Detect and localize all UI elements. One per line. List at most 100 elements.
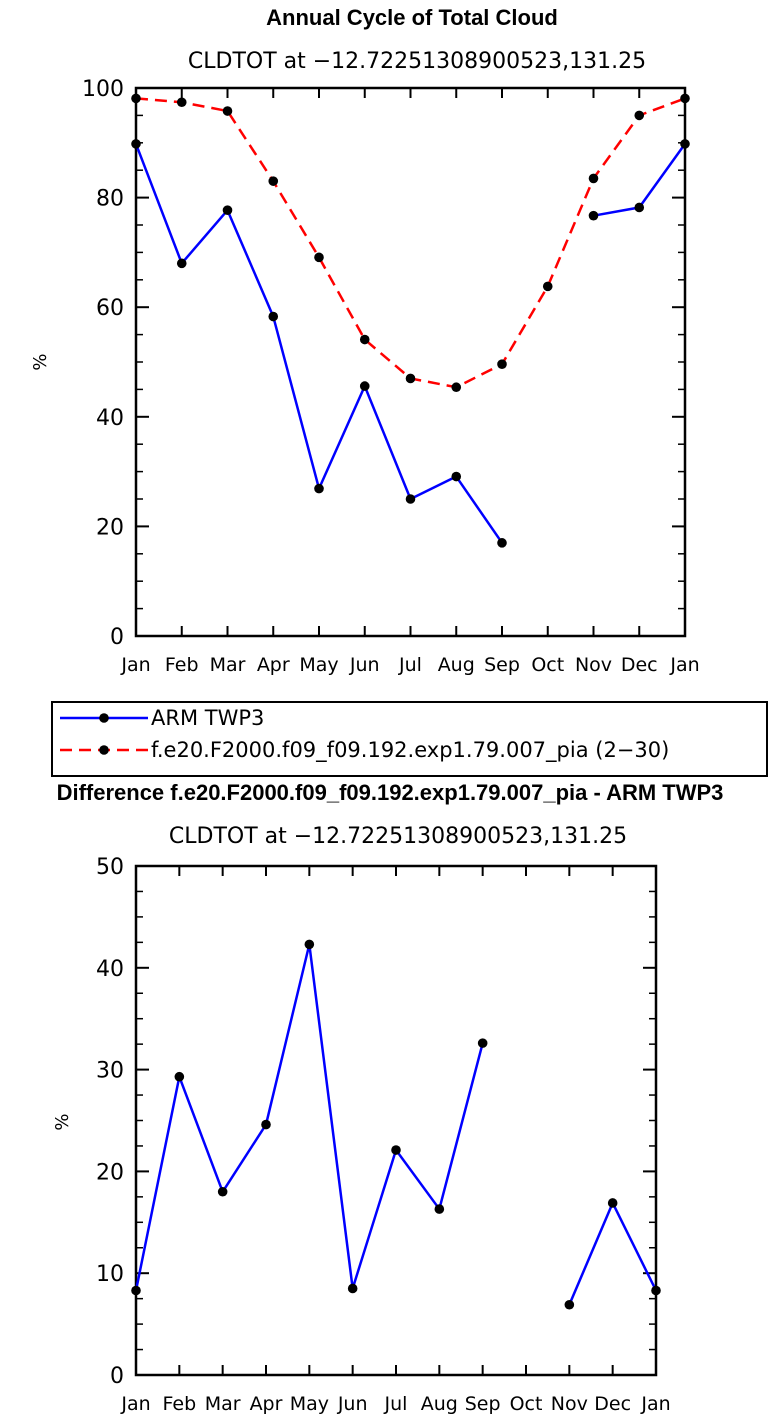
chart1-x-tick-label: Jan — [120, 654, 150, 676]
chart2-series-1-line — [568, 1201, 658, 1306]
chart1-x-tick-label: Jun — [349, 654, 380, 676]
chart2-series-1-line — [134, 943, 484, 1291]
chart1-series-1-line — [134, 143, 504, 544]
chart1-series-2-point — [268, 176, 279, 186]
chart2-series-1-point — [391, 1145, 401, 1155]
legend-marker-arm — [99, 713, 109, 723]
chart2-x-tick-label: May — [290, 1393, 329, 1415]
chart1-x-tick-label: Nov — [575, 654, 612, 676]
chart2-series-1-point — [651, 1285, 661, 1296]
chart1-y-tick-label: 60 — [96, 296, 124, 321]
chart2-x-tick-label: Nov — [551, 1393, 588, 1415]
chart1-series-2-point — [542, 281, 553, 292]
chart2-series-1-point — [131, 1285, 141, 1296]
legend-box — [51, 701, 768, 777]
legend-item-arm: ARM TWP3 — [60, 706, 264, 730]
chart1-y-tick-label: 40 — [96, 406, 124, 431]
chart2-x-tick-label: Jun — [337, 1393, 368, 1415]
chart2-series-1-point — [477, 1038, 488, 1048]
chart1-x-tick-label: Feb — [165, 654, 199, 676]
chart1-y-tick-label: 20 — [96, 515, 124, 540]
chart1-subtitle: CLDTOT at −12.72251308900523,131.25 — [188, 49, 646, 74]
legend-item-model: f.e20.F2000.f09_f09.192.exp1.79.007_pia … — [60, 738, 669, 763]
chart1-series-2-line — [135, 97, 686, 389]
chart2-x-tick-label: Sep — [465, 1393, 501, 1415]
chart2-y-tick-label: 30 — [96, 1059, 124, 1084]
chart1-axes: Jan Feb Mar Apr May Jun Jul Aug Sep Oct Nov Dec Jan 0… — [82, 77, 700, 676]
chart1-series-1-point — [451, 471, 462, 482]
chart1-series-2-point — [222, 106, 233, 116]
chart1-series — [131, 93, 690, 548]
chart2-y-tick-label: 0 — [110, 1364, 124, 1389]
chart1-y-axis-label: % — [30, 353, 51, 370]
chart2-x-tick-label: Oct — [510, 1393, 543, 1415]
chart1-series-2-point — [451, 382, 462, 393]
chart1-series-1-point — [497, 538, 507, 548]
chart1-series-1-point — [176, 258, 187, 269]
chart1-series-1-point — [588, 210, 599, 221]
chart1-series-1-point — [314, 483, 324, 494]
chart1-x-tick-label: Sep — [484, 654, 520, 676]
chart2-series-1-point — [564, 1299, 575, 1310]
chart1-series-2-point — [131, 93, 141, 104]
chart1-series-1-point — [131, 139, 141, 149]
chart1-series-1-point — [359, 381, 370, 391]
chart1-x-tick-label: Apr — [257, 654, 290, 676]
legend-marker-model — [99, 745, 109, 755]
chart2-series-1-point — [304, 939, 315, 950]
annual-cycle-chart: Annual Cycle of Total Cloud CLDTOT at −1… — [30, 5, 700, 676]
chart2-y-axis-label: % — [52, 1113, 73, 1130]
chart1-title: Annual Cycle of Total Cloud — [266, 5, 558, 30]
chart1-series-2-point — [314, 252, 324, 263]
chart2-x-tick-label: Jan — [640, 1393, 670, 1415]
chart1-series-1-point — [222, 205, 233, 216]
chart2-series-1-point — [347, 1283, 358, 1294]
chart1-x-tick-label: May — [299, 654, 338, 676]
chart2-series-1-point — [174, 1071, 185, 1082]
chart2-series — [131, 939, 661, 1310]
chart2-x-tick-label: Aug — [421, 1393, 458, 1415]
chart1-series-2-point — [405, 373, 416, 384]
legend-label-arm: ARM TWP3 — [151, 706, 264, 730]
chart1-series-2-point — [634, 110, 645, 121]
chart2-series-1-point — [217, 1186, 228, 1197]
chart2-plot-frame — [134, 864, 658, 1377]
chart2-x-tick-label: Apr — [250, 1393, 283, 1415]
chart2-series-1-point — [434, 1204, 445, 1214]
chart1-y-tick-label: 0 — [110, 625, 124, 650]
chart2-x-tick-label: Dec — [594, 1393, 631, 1415]
chart1-series-1-point — [268, 311, 279, 322]
chart2-y-tick-label: 50 — [96, 855, 124, 880]
chart1-series-2-point — [359, 334, 370, 345]
chart2-y-tick-label: 40 — [96, 957, 124, 982]
chart2-title: Difference f.e20.F2000.f09_f09.192.exp1.… — [57, 780, 724, 805]
chart2-x-tick-label: Jul — [384, 1393, 408, 1415]
chart2-subtitle: CLDTOT at −12.72251308900523,131.25 — [169, 824, 627, 849]
chart1-x-tick-label: Dec — [621, 654, 658, 676]
chart2-y-tick-label: 20 — [96, 1160, 124, 1185]
legend-label-model: f.e20.F2000.f09_f09.192.exp1.79.007_pia … — [151, 738, 669, 763]
chart2-x-tick-label: Feb — [163, 1393, 197, 1415]
chart1-series-1-point — [405, 494, 416, 504]
difference-chart: Difference f.e20.F2000.f09_f09.192.exp1.… — [52, 780, 723, 1415]
chart1-series-1-point — [634, 202, 645, 213]
chart1-plot-frame — [134, 86, 687, 638]
chart2-y-tick-label: 10 — [96, 1262, 124, 1287]
chart1-legend: ARM TWP3 f.e20.F2000.f09_f09.192.exp1.79… — [51, 701, 768, 777]
chart2-axes: Jan Feb Mar Apr May Jun Jul Aug Sep Oct Nov Dec Jan 0… — [96, 855, 671, 1415]
chart1-y-tick-label: 100 — [82, 77, 124, 102]
chart1-series-2-point — [680, 93, 690, 104]
chart2-x-tick-label: Jan — [120, 1393, 150, 1415]
chart1-series-2-point — [497, 359, 507, 369]
chart1-series-2-point — [176, 97, 187, 108]
chart1-x-tick-label: Mar — [210, 654, 246, 676]
chart1-x-tick-label: Oct — [531, 654, 564, 676]
chart1-x-tick-label: Aug — [438, 654, 475, 676]
chart2-x-tick-label: Mar — [205, 1393, 241, 1415]
chart1-series-2-point — [588, 173, 599, 184]
chart2-series-1-point — [261, 1119, 271, 1130]
chart1-x-tick-label: Jul — [398, 654, 422, 676]
chart1-series-1-point — [680, 139, 690, 149]
chart1-x-tick-label: Jan — [669, 654, 699, 676]
